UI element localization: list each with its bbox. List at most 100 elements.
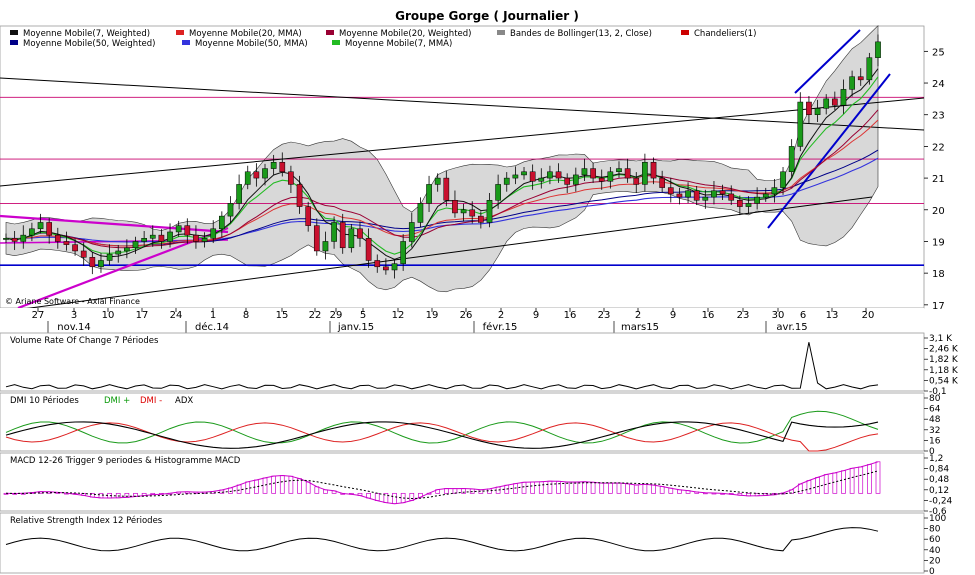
x-day-label: 12 [392,310,405,321]
adx-line [5,421,879,449]
candle-up [814,108,821,115]
panel-y-tick-label: 0 [929,567,935,575]
macd-histogram-bar [573,481,579,494]
dmi-panel: DMI 10 Périodes DMI + DMI - ADX 80644832… [0,392,941,457]
candle-down [357,228,363,239]
candle-up [244,171,251,185]
panel-y-tick-label: 3,1 K [929,334,953,344]
panel-y-tick-label: 0,48 [929,475,949,485]
candle-up [685,190,691,198]
legend-swatch [10,40,18,45]
macd-histogram-bar [409,492,415,501]
panel-y-tick-label: 16 [929,436,941,446]
x-day-label: 26 [460,310,473,321]
candle-up [348,228,355,249]
panel-y-tick-label: -0,24 [929,496,953,506]
legend: Moyenne Mobile(7, Weighted) Moyenne Mobil… [10,29,756,49]
candle-down [374,260,381,268]
candle-down [693,190,700,201]
macd-histogram-bar [858,466,864,494]
macd-histogram-bar [841,470,846,494]
candle-up [106,253,113,261]
x-day-label: 5 [360,310,366,321]
panel-y-tick-label: 1,18 K [929,366,959,376]
candle-down [529,171,536,182]
candle-up [20,234,27,242]
watermark: © Ariane Software - Axial Finance [5,297,140,306]
x-day-label: 23 [598,310,611,321]
candle-down [452,200,458,214]
legend-entry: Moyenne Mobile(20, MMA) [189,29,302,39]
panel-y-tick-label: 80 [929,525,941,535]
panel-y-tick-label: 32 [929,426,940,436]
candle-up [512,174,519,179]
y-tick-label: 21 [932,174,945,185]
candle-up [219,215,225,230]
candle-down [383,266,389,271]
macd-histogram-bar [392,492,397,505]
candle-down [719,190,726,195]
macd-histogram-bar [538,481,544,494]
macd-histogram-bar [297,478,302,494]
channel-top-line [794,29,861,94]
candle-up [3,238,9,240]
macd-histogram-bar [521,481,527,494]
candle-up [780,171,786,188]
candle-down [728,193,735,201]
panel-y-tick-label: 60 [929,535,941,545]
price-y-axis: 25 24 23 22 21 20 19 18 17 [924,47,945,312]
legend-swatch [176,30,184,35]
macd-line [5,461,879,505]
legend-swatch [182,40,190,45]
x-day-label: 27 [32,310,45,321]
macd-histogram-bar [279,475,285,494]
x-month-label: nov.14 [57,322,91,333]
panel-y-tick-label: -0,1 [929,387,947,397]
adx-label: ADX [175,396,193,406]
macd-histogram-bar [262,477,268,494]
macd-histogram-bar [443,488,449,494]
candle-down [63,241,70,245]
macd-histogram-bar [530,481,536,494]
candle-down [313,225,320,252]
macd-histogram-bar [875,461,881,494]
x-day-label: 9 [533,310,539,321]
candle-up [797,101,804,147]
macd-histogram-bar [625,483,630,494]
candle-up [29,228,35,236]
panel-y-tick-label: 48 [929,415,941,425]
candle-up [495,184,501,201]
panel-y-tick-label: 64 [929,405,941,415]
legend-swatch [681,30,689,35]
y-tick-label: 19 [932,237,945,248]
x-month-label: mars15 [621,322,659,333]
dmi-panel-title: DMI 10 Périodes [10,395,79,406]
legend-entry: Moyenne Mobile(50, MMA) [195,39,308,49]
price-panel: Moyenne Mobile(7, Weighted) Moyenne Mobil… [0,24,945,312]
volume-panel-title: Volume Rate Of Change 7 Périodes [10,335,159,346]
x-day-label: 15 [276,310,289,321]
rsi-panel: Relative Strength Index 12 Périodes 1008… [0,512,946,575]
candle-up [124,247,130,252]
candle-down [193,234,199,242]
trend-lines [0,29,925,311]
y-tick-label: 18 [932,269,945,280]
chart-title: Groupe Gorge ( Journalier ) [395,9,579,23]
candle-up [538,177,545,182]
legend-entry: Moyenne Mobile(7, MMA) [345,39,452,49]
candle-up [702,196,709,201]
candle-up [417,203,424,223]
macd-histogram-bar [556,480,561,494]
x-day-label: 22 [309,310,322,321]
x-day-label: 9 [670,310,676,321]
candle-down [667,187,674,195]
candle-up [771,187,778,195]
candle-up [711,190,717,198]
volume-roc-line [5,342,879,390]
macd-histogram-bar [374,492,380,501]
candle-up [849,76,855,90]
candle-down [737,200,743,207]
x-day-label: 2 [635,310,641,321]
y-tick-label: 22 [932,142,945,153]
